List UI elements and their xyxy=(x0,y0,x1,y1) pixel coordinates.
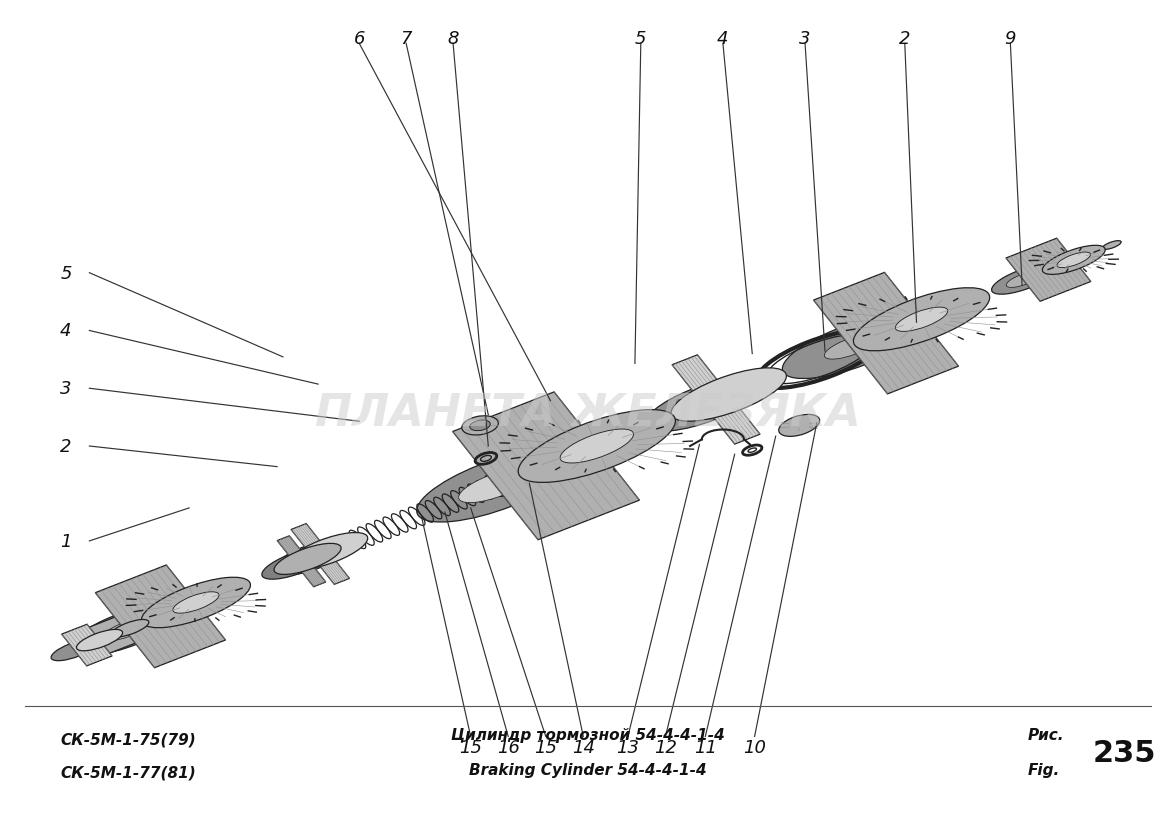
Ellipse shape xyxy=(141,577,250,628)
Ellipse shape xyxy=(1007,273,1040,288)
Ellipse shape xyxy=(273,539,353,576)
Text: Braking Cylinder 54-4-4-1-4: Braking Cylinder 54-4-4-1-4 xyxy=(469,762,707,777)
Text: 13: 13 xyxy=(616,739,640,757)
Text: 6: 6 xyxy=(354,30,365,47)
Ellipse shape xyxy=(779,415,820,437)
Ellipse shape xyxy=(854,289,990,351)
Text: 15: 15 xyxy=(534,739,557,757)
Text: 9: 9 xyxy=(1004,30,1016,47)
Text: 11: 11 xyxy=(694,739,717,757)
Text: Fig.: Fig. xyxy=(1028,762,1061,777)
Ellipse shape xyxy=(111,619,149,637)
Text: 8: 8 xyxy=(447,30,459,47)
Polygon shape xyxy=(814,273,958,394)
Text: Рис.: Рис. xyxy=(1028,728,1064,743)
Text: 10: 10 xyxy=(743,739,766,757)
Text: СК-5М-1-77(81): СК-5М-1-77(81) xyxy=(60,764,195,780)
Text: 1: 1 xyxy=(60,533,72,550)
Text: 3: 3 xyxy=(60,380,72,398)
Polygon shape xyxy=(290,524,349,585)
Polygon shape xyxy=(671,356,760,445)
Text: 7: 7 xyxy=(400,30,412,47)
Polygon shape xyxy=(95,566,226,668)
Text: 5: 5 xyxy=(635,30,647,47)
Ellipse shape xyxy=(462,416,499,436)
Text: 15: 15 xyxy=(459,739,482,757)
Ellipse shape xyxy=(51,639,98,661)
Ellipse shape xyxy=(671,368,787,422)
Ellipse shape xyxy=(895,308,948,332)
Polygon shape xyxy=(1005,239,1091,302)
Polygon shape xyxy=(69,615,140,662)
Ellipse shape xyxy=(274,543,341,575)
Ellipse shape xyxy=(76,629,122,651)
Ellipse shape xyxy=(782,316,918,379)
Polygon shape xyxy=(453,393,640,540)
Text: Цилиндр тормозной 54-4-4-1-4: Цилиндр тормозной 54-4-4-1-4 xyxy=(452,728,724,743)
Polygon shape xyxy=(278,536,326,587)
Text: 235: 235 xyxy=(1093,739,1156,767)
Text: 3: 3 xyxy=(800,30,810,47)
Ellipse shape xyxy=(824,336,877,360)
Ellipse shape xyxy=(560,429,634,463)
Polygon shape xyxy=(61,624,112,666)
Ellipse shape xyxy=(173,592,219,614)
Text: 14: 14 xyxy=(572,739,595,757)
Text: 4: 4 xyxy=(60,322,72,340)
Text: СК-5М-1-75(79): СК-5М-1-75(79) xyxy=(60,732,195,747)
Text: 2: 2 xyxy=(60,437,72,456)
Ellipse shape xyxy=(1042,246,1105,275)
Ellipse shape xyxy=(102,619,148,641)
Ellipse shape xyxy=(288,533,368,570)
Text: 5: 5 xyxy=(60,265,72,282)
Ellipse shape xyxy=(991,265,1055,295)
Ellipse shape xyxy=(71,605,180,656)
Ellipse shape xyxy=(459,469,532,503)
Text: 12: 12 xyxy=(654,739,677,757)
Ellipse shape xyxy=(416,450,574,523)
Ellipse shape xyxy=(60,639,98,657)
Text: 2: 2 xyxy=(898,30,910,47)
Text: 16: 16 xyxy=(496,739,520,757)
Ellipse shape xyxy=(262,548,329,580)
Text: ПЛАНЕТА ЖЕЛЕЗЯКА: ПЛАНЕТА ЖЕЛЕЗЯКА xyxy=(315,392,861,435)
Ellipse shape xyxy=(1057,253,1090,268)
Text: 4: 4 xyxy=(717,30,729,47)
Ellipse shape xyxy=(646,378,761,432)
Ellipse shape xyxy=(519,410,675,483)
Ellipse shape xyxy=(1102,241,1121,250)
Ellipse shape xyxy=(470,421,490,431)
